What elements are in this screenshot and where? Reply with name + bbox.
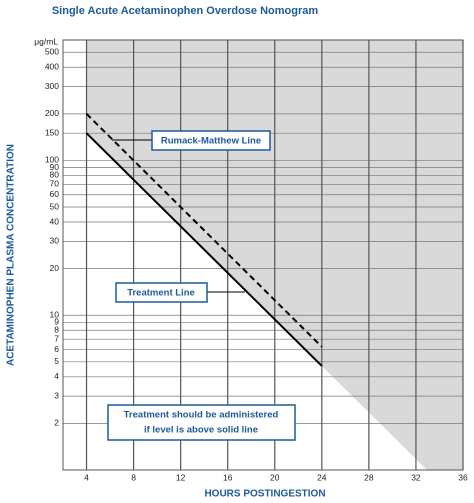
- y-tick-label: 20: [50, 263, 60, 273]
- y-tick-label: 6: [54, 344, 59, 354]
- x-tick-label: 24: [317, 472, 327, 482]
- y-tick-label: 300: [45, 81, 59, 91]
- y-tick-label: 2: [54, 418, 59, 428]
- note-text: Treatment should be administered: [124, 410, 279, 421]
- y-tick-label: 60: [50, 189, 60, 199]
- y-tick-label: 150: [45, 127, 59, 137]
- chart-title: Single Acute Acetaminophen Overdose Nomo…: [52, 5, 319, 17]
- marks: [85, 113, 323, 367]
- callouts: Rumack-Matthew Line Treatment Line Treat…: [107, 130, 296, 441]
- legend-label: Rumack-Matthew Line: [161, 136, 261, 147]
- note-text: if level is above solid line: [144, 425, 258, 436]
- y-tick-label: 200: [45, 108, 59, 118]
- callout-box: [115, 282, 208, 303]
- plot-border: [62, 39, 464, 471]
- y-tick-label: 400: [45, 62, 59, 72]
- y-unit: μg/mL: [34, 36, 58, 46]
- y-tick-label: 70: [50, 179, 60, 189]
- y-tick-label: 9: [54, 317, 59, 327]
- x-tick-label: 8: [131, 472, 136, 482]
- y-tick-label: 90: [50, 162, 60, 172]
- y-tick-label: 4: [54, 371, 59, 381]
- x-tick-label: 28: [364, 472, 374, 482]
- y-tick-label: 30: [50, 236, 60, 246]
- x-tick-label: 16: [223, 472, 233, 482]
- y-tick-label: 40: [50, 216, 60, 226]
- note-box: [107, 404, 296, 441]
- series-line: [85, 113, 323, 348]
- y-tick-label: 80: [50, 170, 60, 180]
- callout-box: [151, 130, 271, 151]
- x-tick-label: 20: [270, 472, 280, 482]
- y-tick-label: 10: [50, 309, 60, 319]
- y-tick-label: 3: [54, 390, 59, 400]
- legend-label: Treatment Line: [127, 288, 195, 299]
- y-tick-label: 100: [45, 155, 59, 165]
- y-tick-label: 5: [54, 356, 59, 366]
- y-tick-label: 50: [50, 201, 60, 211]
- y-tick-label: 7: [54, 333, 59, 343]
- y-tick-label: 8: [54, 324, 59, 334]
- x-tick-label: 12: [176, 472, 186, 482]
- y-axis-label: ACETAMINOPHEN PLASMA CONCENTRATION: [6, 144, 17, 366]
- x-tick-label: 36: [458, 472, 468, 482]
- series-line: [85, 132, 323, 367]
- y-tick-label: 500: [45, 47, 59, 57]
- x-tick-label: 4: [84, 472, 89, 482]
- x-axis-label: HOURS POSTINGESTION: [204, 489, 325, 500]
- x-tick-label: 32: [411, 472, 421, 482]
